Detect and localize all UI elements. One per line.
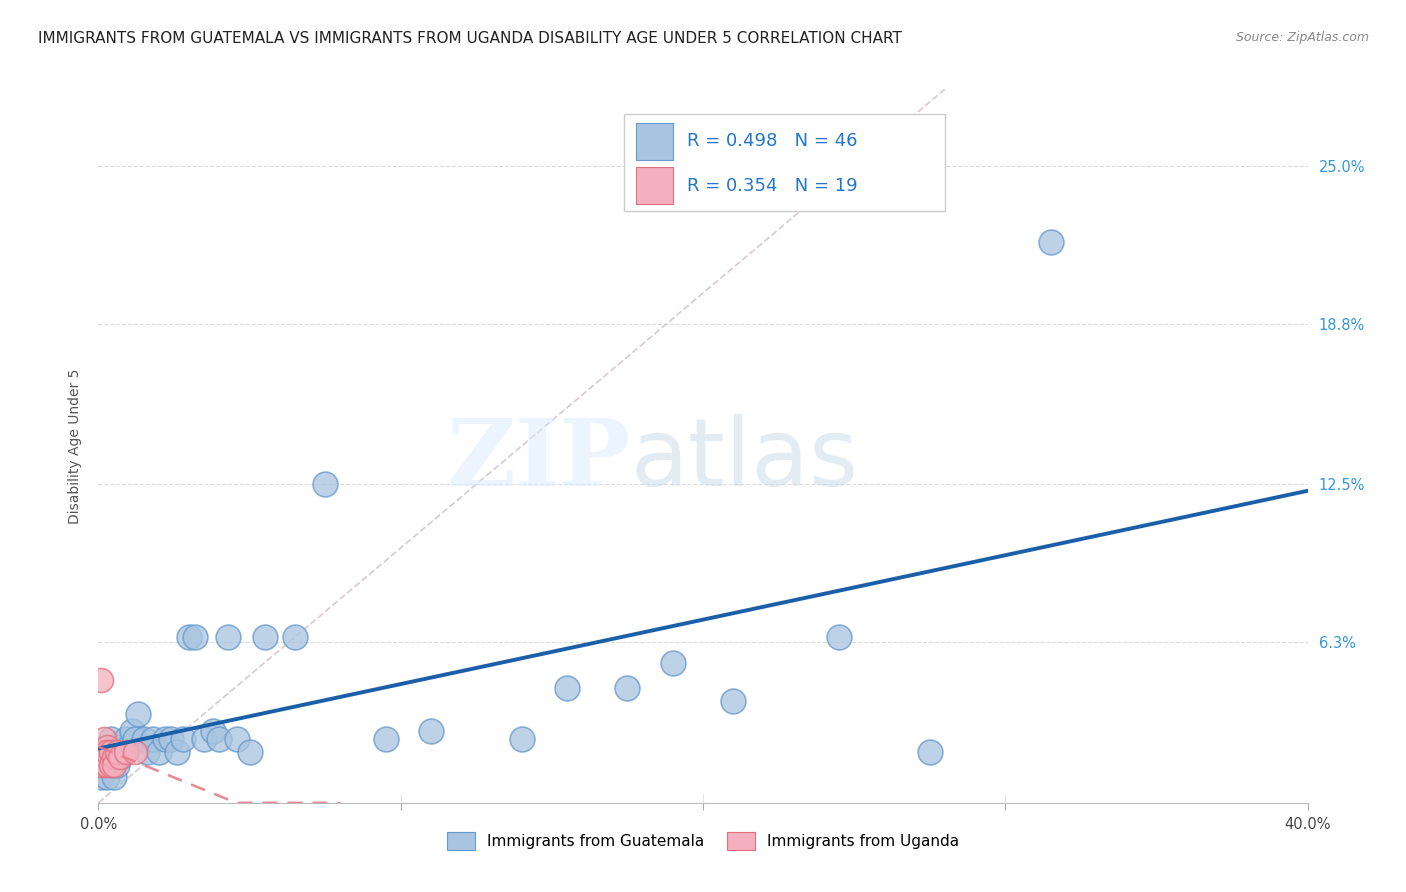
Point (124, 732, 146, 747)
Point (124, 745, 146, 759)
Point (103, 770, 125, 784)
FancyBboxPatch shape (637, 123, 672, 160)
Point (135, 745, 157, 759)
Point (166, 745, 188, 759)
Text: Source: ZipAtlas.com: Source: ZipAtlas.com (1236, 31, 1369, 45)
Point (226, 732, 249, 747)
Text: IMMIGRANTS FROM GUATEMALA VS IMMIGRANTS FROM UGANDA DISABILITY AGE UNDER 5 CORRE: IMMIGRANTS FROM GUATEMALA VS IMMIGRANTS … (38, 31, 901, 46)
Point (114, 732, 136, 747)
Point (93, 750, 115, 764)
Point (90, 745, 112, 759)
Point (179, 630, 201, 644)
Point (96, 770, 118, 784)
Point (90, 770, 112, 784)
Point (105, 745, 128, 759)
Point (239, 745, 262, 759)
Text: R = 0.354   N = 19: R = 0.354 N = 19 (688, 177, 858, 194)
Point (105, 757, 128, 772)
Point (96, 739, 118, 754)
Legend: Immigrants from Guatemala, Immigrants from Uganda: Immigrants from Guatemala, Immigrants fr… (441, 826, 965, 855)
Point (100, 757, 122, 772)
Point (148, 745, 170, 759)
Point (918, 745, 941, 759)
Point (103, 757, 125, 772)
Point (1039, 235, 1062, 249)
Point (420, 724, 443, 739)
Point (118, 739, 141, 754)
Point (510, 732, 533, 747)
Point (127, 706, 149, 721)
Point (93, 757, 115, 772)
Text: atlas: atlas (630, 414, 859, 507)
Point (661, 656, 683, 670)
Point (193, 732, 215, 747)
Point (93, 745, 115, 759)
Point (284, 630, 307, 644)
Point (208, 732, 231, 747)
Point (314, 477, 336, 491)
Point (96, 757, 118, 772)
Point (93, 732, 115, 747)
Point (153, 732, 176, 747)
Point (100, 745, 122, 759)
FancyBboxPatch shape (637, 167, 672, 204)
Point (108, 750, 131, 764)
Point (555, 681, 578, 695)
Point (160, 732, 183, 747)
Point (184, 630, 207, 644)
Point (828, 630, 851, 644)
Point (202, 724, 225, 739)
Point (96, 745, 118, 759)
Point (93, 757, 115, 772)
Point (374, 732, 396, 747)
Point (121, 724, 143, 739)
Point (96, 750, 118, 764)
Point (111, 745, 134, 759)
Point (100, 732, 122, 747)
Point (723, 694, 745, 708)
Point (616, 681, 638, 695)
Text: R = 0.498   N = 46: R = 0.498 N = 46 (688, 132, 858, 150)
Point (253, 630, 276, 644)
Y-axis label: Disability Age Under 5: Disability Age Under 5 (69, 368, 83, 524)
Point (108, 750, 131, 764)
Point (142, 732, 165, 747)
Point (103, 750, 125, 764)
Point (217, 630, 239, 644)
FancyBboxPatch shape (624, 114, 945, 211)
Point (96, 745, 118, 759)
Point (93, 745, 115, 759)
Point (103, 739, 125, 754)
Point (90, 757, 112, 772)
Text: ZIP: ZIP (446, 416, 630, 505)
Point (114, 745, 136, 759)
Point (132, 732, 155, 747)
Point (100, 757, 122, 772)
Point (172, 732, 194, 747)
Point (90, 673, 112, 688)
